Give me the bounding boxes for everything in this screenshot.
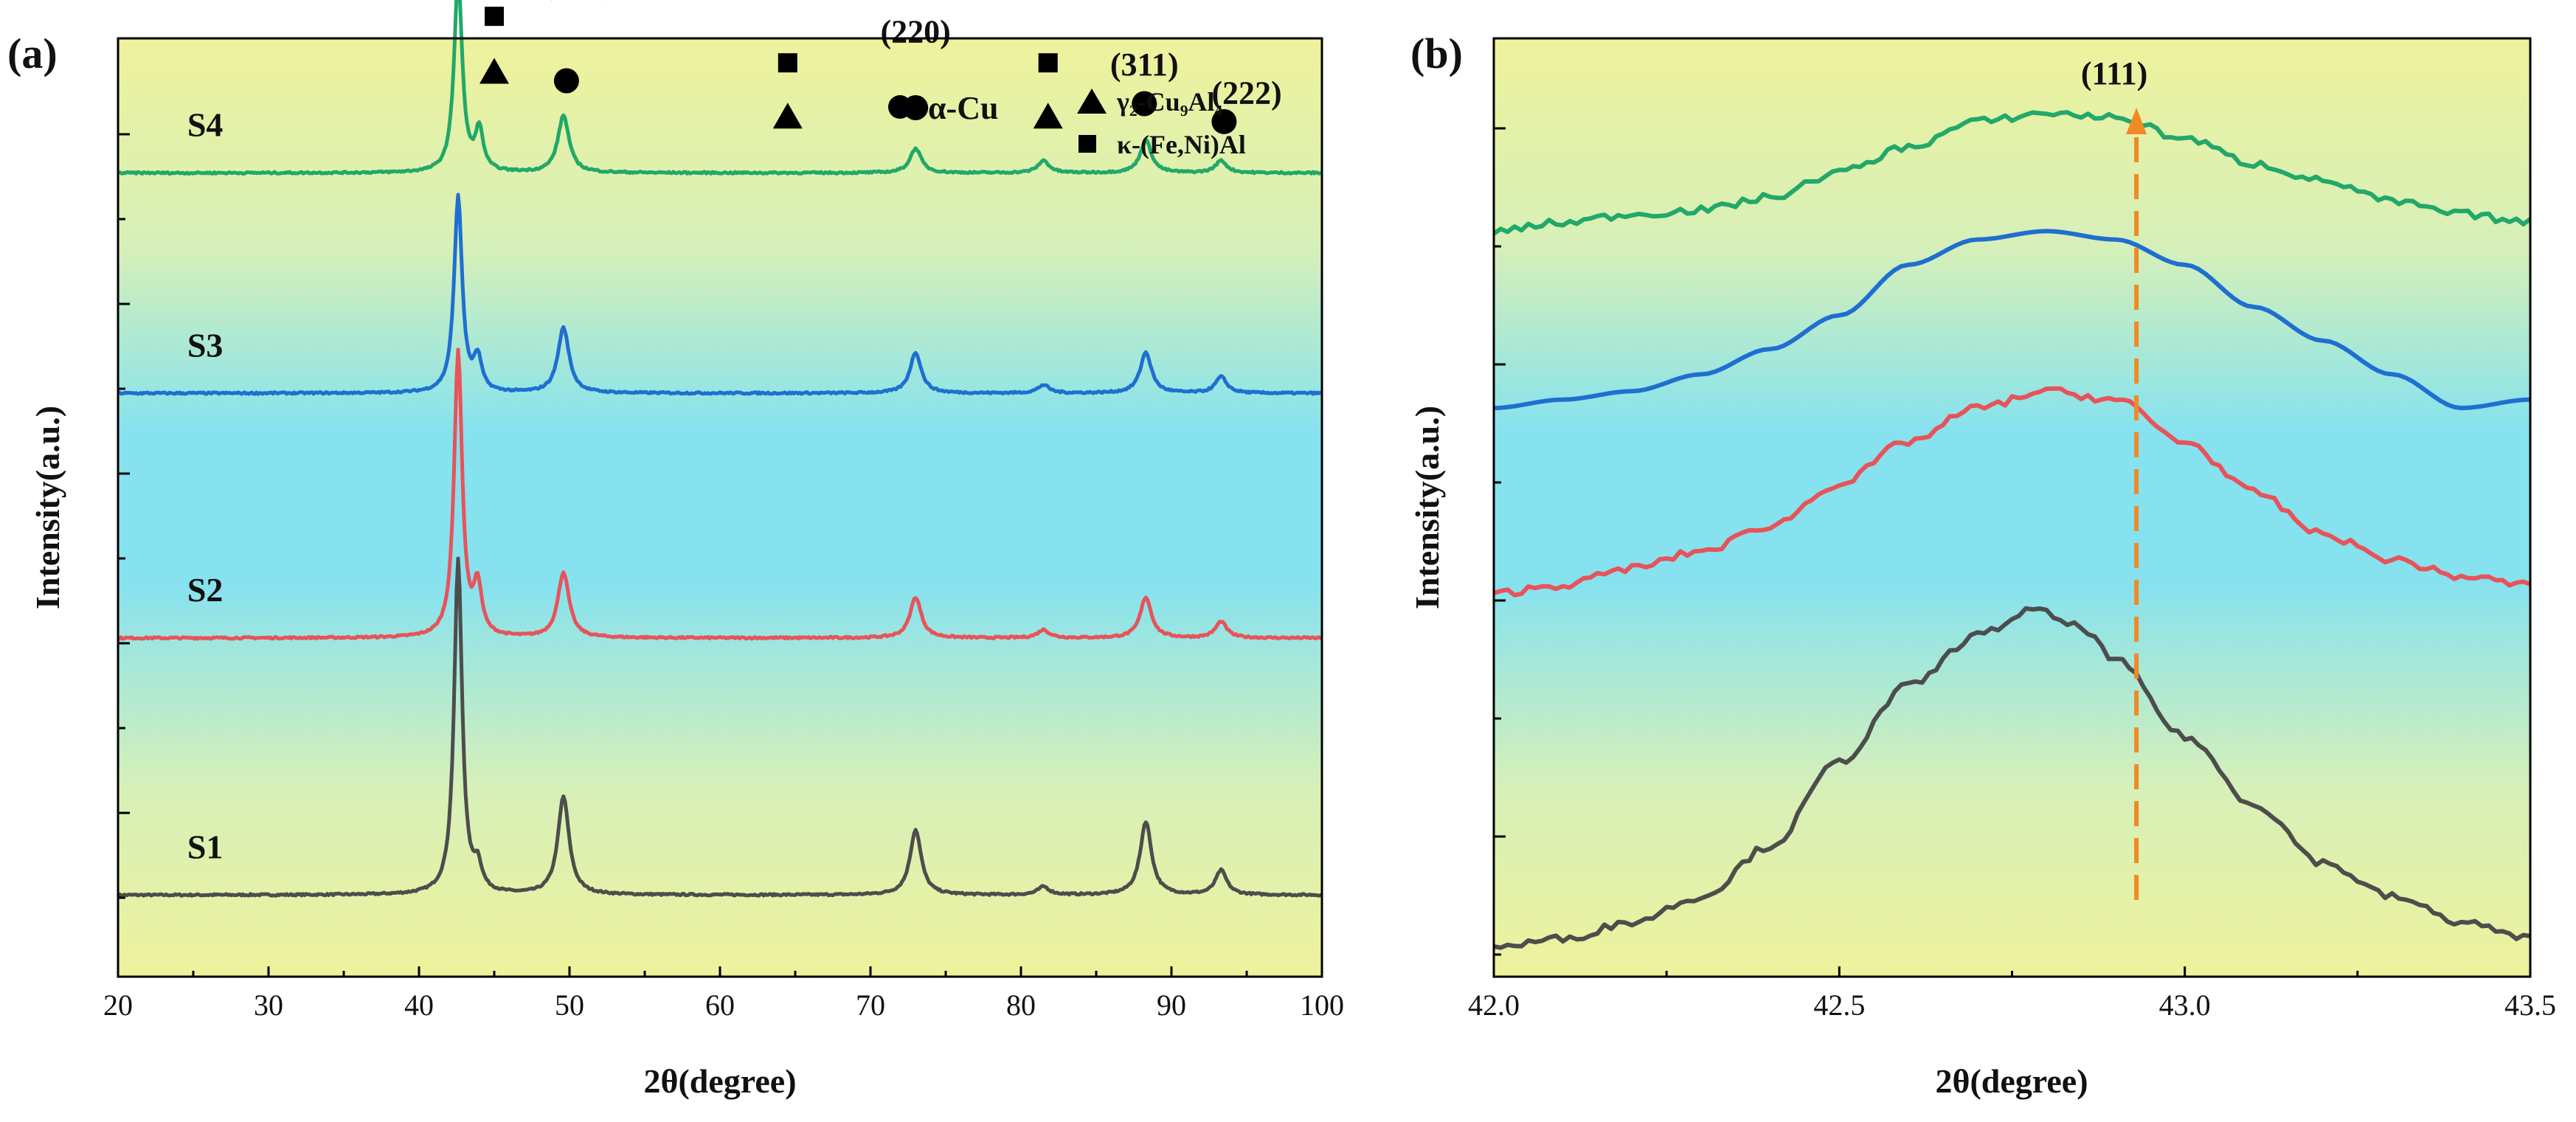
- marker-square-icon: [485, 7, 504, 27]
- marker-triangle-icon: [1033, 103, 1063, 129]
- sample-label-s2: S2: [187, 571, 224, 609]
- x-tick-label: 42.5: [1813, 988, 1865, 1022]
- marker-circle-icon: [553, 68, 579, 94]
- x-tick-label: 60: [705, 988, 735, 1022]
- x-tick-label: 20: [103, 988, 133, 1022]
- panel-a-axis-ticks: 20 30 40 50 60 70 80 90 100: [103, 133, 1344, 1022]
- panel-a-x-axis-title: 2θ(degree): [643, 1062, 796, 1100]
- x-tick-label: 42.0: [1468, 988, 1520, 1022]
- series-line-b-s1: [1493, 606, 2531, 950]
- panel-b-frame: [1492, 37, 2532, 978]
- legend-label-kappa: κ-(Fe,Ni)Al: [1117, 130, 1246, 159]
- legend-square-icon: [1078, 135, 1096, 153]
- legend-label-alpha-cu: α-Cu: [928, 90, 998, 126]
- panel-b-annotation: (111): [2081, 55, 2147, 900]
- panel-b-background: [1494, 38, 2530, 977]
- panel-a-peak-labels: (111)(200)(220)(311)(222): [542, 0, 1282, 111]
- marker-square-icon: [1038, 53, 1058, 73]
- panel-a-y-axis-title: Intensity(a.u.): [29, 406, 66, 609]
- peak-label: (220): [881, 14, 951, 50]
- panel-b-y-axis-title: Intensity(a.u.): [1408, 406, 1446, 609]
- series-line-s3: [117, 193, 1323, 396]
- legend-label-gamma2: γ₂-Cu₉Al₄: [1116, 87, 1222, 117]
- panel-b-axis-ticks: 42.0 42.5 43.0 43.5: [1468, 127, 2556, 1022]
- x-tick-label: 40: [404, 988, 434, 1022]
- x-tick-label: 70: [856, 988, 885, 1022]
- x-tick-label: 43.0: [2159, 988, 2211, 1022]
- panel-b-x-axis-title: 2θ(degree): [1935, 1062, 2088, 1100]
- panel-b-chart: (111) 42.0 42.5 43.0 43.5 (b) 2θ(degree) In…: [1408, 30, 2556, 1100]
- x-tick-label: 43.5: [2504, 988, 2556, 1022]
- panel-a-series-group: [117, 0, 1323, 898]
- panel-a-legend: α-Cu γ₂-Cu₉Al₄ κ-(Fe,Ni)Al: [888, 87, 1246, 159]
- marker-circle-icon: [1132, 91, 1157, 117]
- peak-label: (200): [542, 0, 612, 1]
- series-line-s4: [117, 0, 1323, 176]
- panel-a-label: (a): [7, 30, 58, 77]
- legend-triangle-icon: [1077, 89, 1107, 114]
- x-tick-label: 90: [1157, 988, 1186, 1022]
- panel-a-background: [118, 38, 1322, 977]
- peak-label: (222): [1211, 75, 1281, 111]
- x-tick-label: 50: [555, 988, 584, 1022]
- x-tick-label: 80: [1006, 988, 1036, 1022]
- series-line-b-s2: [1493, 386, 2532, 598]
- arrow-up-icon: [2126, 108, 2147, 134]
- peak-label: (311): [1110, 46, 1179, 83]
- panel-b-peak-label: (111): [2081, 55, 2147, 91]
- marker-triangle-icon: [479, 58, 509, 84]
- sample-label-s3: S3: [187, 326, 224, 364]
- panel-b-series-group: [1492, 110, 2532, 950]
- panel-a-sample-labels: S1 S2 S3 S4: [187, 106, 224, 866]
- sample-label-s4: S4: [187, 106, 224, 144]
- panel-a-frame: [117, 37, 1323, 978]
- marker-square-icon: [778, 53, 797, 73]
- series-line-b-s3: [1493, 229, 2531, 411]
- legend-circle-icon: [888, 95, 912, 119]
- sample-label-s1: S1: [187, 828, 224, 866]
- panel-b-label: (b): [1410, 30, 1463, 77]
- marker-circle-icon: [1211, 108, 1237, 134]
- panel-a-phase-markers: [479, 7, 1237, 134]
- series-line-s2: [117, 347, 1323, 641]
- series-line-b-s4: [1492, 110, 2532, 236]
- series-line-s1: [117, 556, 1323, 898]
- x-tick-label: 30: [254, 988, 283, 1022]
- x-tick-label: 100: [1300, 988, 1344, 1022]
- marker-triangle-icon: [772, 103, 803, 129]
